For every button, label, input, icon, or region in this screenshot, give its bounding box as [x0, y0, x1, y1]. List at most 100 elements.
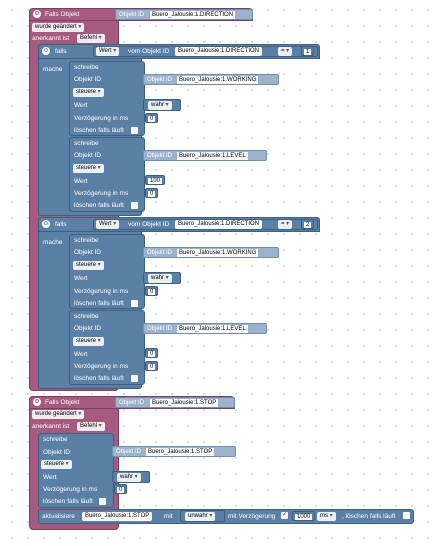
- write-block-working[interactable]: [69, 234, 145, 309]
- object-id-slot[interactable]: Objekt ID Buero_Jalousie:1.WORKING: [143, 247, 279, 258]
- objekt-id-label: Objekt ID: [74, 249, 102, 256]
- boolean-dropdown[interactable]: wahr: [148, 274, 172, 283]
- object-id-value[interactable]: Buero_Jalousie:1.LEVEL: [177, 152, 248, 160]
- anerkannt-label: anerkannt ist: [32, 35, 70, 42]
- gear-icon[interactable]: ⚙: [42, 47, 50, 55]
- delay-value[interactable]: 0: [145, 188, 159, 198]
- object-id-label: Objekt ID: [119, 12, 145, 18]
- write-block-stop[interactable]: [38, 433, 114, 508]
- clear-label: löschen falls läuft: [74, 300, 124, 307]
- update-boolean-dropdown[interactable]: unwahr: [185, 512, 216, 521]
- clear-checkbox[interactable]: [131, 202, 138, 209]
- wert-label: Wert: [74, 351, 88, 358]
- operator-dropdown[interactable]: =: [278, 47, 293, 56]
- gear-icon[interactable]: ⚙: [33, 398, 41, 406]
- delay-value[interactable]: 0: [145, 286, 159, 296]
- object-id-slot[interactable]: Objekt ID Buero_Jalousie:1.LEVEL: [143, 150, 267, 161]
- clear-inline-label: , löschen falls läuft: [342, 513, 396, 520]
- schreibe-label: schreibe: [74, 313, 99, 320]
- object-id-value[interactable]: Buero_Jalousie:1.STOP: [146, 448, 215, 456]
- object-id-label: Objekt ID: [119, 400, 145, 406]
- boolean-dropdown[interactable]: wahr: [148, 101, 172, 110]
- object-id-slot[interactable]: Objekt ID Buero_Jalousie:1.LEVEL: [143, 323, 267, 334]
- delay-value[interactable]: 0: [114, 484, 128, 494]
- level-value[interactable]: 0: [145, 348, 159, 358]
- object-id-slot[interactable]: Objekt ID Buero_Jalousie:1.DIRECTION: [115, 9, 253, 20]
- operator-dropdown[interactable]: =: [278, 220, 293, 229]
- clear-label: löschen falls läuft: [74, 127, 124, 134]
- clear-label: löschen falls läuft: [74, 375, 124, 382]
- objekt-id-label: Objekt ID: [43, 449, 71, 456]
- delay-label: Verzögerung in ms: [74, 288, 129, 295]
- write-block-level[interactable]: [69, 310, 145, 385]
- delay-label: Verzögerung in ms: [74, 115, 129, 122]
- steuere-dropdown[interactable]: steuere: [73, 337, 104, 346]
- mache-label: mache: [43, 239, 63, 246]
- vom-objekt-label: vom Objekt ID: [128, 221, 170, 228]
- objekt-id-label: Objekt ID: [74, 152, 102, 159]
- write-block-level[interactable]: [69, 137, 145, 212]
- update-object-field[interactable]: Buero_Jalousie:1.STOP: [82, 512, 153, 521]
- clear-label: löschen falls läuft: [74, 202, 124, 209]
- boolean-dropdown[interactable]: wahr: [117, 473, 141, 482]
- schreibe-label: schreibe: [74, 140, 99, 147]
- anerkannt-label: anerkannt ist: [32, 423, 70, 430]
- object-id-value[interactable]: Buero_Jalousie:1.DIRECTION: [150, 11, 236, 19]
- vom-objekt-label: vom Objekt ID: [128, 48, 170, 55]
- write-block-working[interactable]: [69, 61, 145, 136]
- clear-checkbox[interactable]: [131, 127, 138, 134]
- gear-icon[interactable]: ⚙: [42, 220, 50, 228]
- delay-label: Verzögerung in ms: [74, 363, 129, 370]
- ack-dropdown[interactable]: Befehl: [77, 34, 105, 43]
- compare-value-1[interactable]: 1: [301, 46, 315, 56]
- trigger-dropdown[interactable]: wurde geändert: [32, 23, 85, 32]
- clear-checkbox[interactable]: [99, 498, 106, 505]
- delay-label: Verzögerung in ms: [74, 190, 129, 197]
- schreibe-label: schreibe: [43, 436, 68, 443]
- delay-check-mark: ✓: [282, 512, 288, 518]
- schreibe-label: schreibe: [74, 237, 99, 244]
- delay-checkbox[interactable]: [281, 512, 288, 519]
- delay-label: Verzögerung in ms: [43, 486, 98, 493]
- ack-dropdown[interactable]: Befehl: [77, 422, 105, 431]
- if-label: falls: [55, 48, 67, 55]
- ms-dropdown[interactable]: ms: [317, 512, 336, 521]
- if-label: falls: [55, 221, 67, 228]
- objekt-id-label: Objekt ID: [74, 325, 102, 332]
- mache-label: mache: [43, 66, 63, 73]
- objekt-id-label: Objekt ID: [74, 76, 102, 83]
- mit-verzoegerung-label: mit Verzögerung: [228, 513, 276, 520]
- delay-value[interactable]: 0: [145, 361, 159, 371]
- steuere-dropdown[interactable]: steuere: [41, 460, 72, 469]
- wert-label: Wert: [74, 178, 88, 185]
- clear-checkbox[interactable]: [403, 512, 410, 519]
- wert-dropdown[interactable]: Wert: [96, 47, 120, 56]
- steuere-dropdown[interactable]: steuere: [73, 88, 104, 97]
- delay-value[interactable]: 0: [145, 113, 159, 123]
- schreibe-label: schreibe: [74, 64, 99, 71]
- falls-objekt-label: Falls Objekt: [45, 11, 80, 18]
- wert-dropdown[interactable]: Wert: [96, 220, 120, 229]
- object-id-slot[interactable]: Objekt ID Buero_Jalousie:1.STOP: [112, 446, 236, 457]
- level-value[interactable]: 100: [145, 175, 166, 185]
- steuere-dropdown[interactable]: steuere: [73, 164, 104, 173]
- clear-checkbox[interactable]: [131, 375, 138, 382]
- wert-label: Wert: [43, 474, 57, 481]
- object-id-value[interactable]: Buero_Jalousie:1.LEVEL: [177, 325, 248, 333]
- object-id-value[interactable]: Buero_Jalousie:1.WORKING: [177, 249, 259, 257]
- clear-checkbox[interactable]: [131, 300, 138, 307]
- mit-label: mit: [164, 513, 173, 520]
- object-id-slot[interactable]: Objekt ID Buero_Jalousie:1.STOP: [115, 397, 235, 408]
- object-id-value[interactable]: Buero_Jalousie:1.WORKING: [177, 76, 259, 84]
- object-id-value[interactable]: Buero_Jalousie:1.STOP: [150, 399, 219, 407]
- update-delay-value[interactable]: 1000: [292, 511, 316, 521]
- wert-label: Wert: [74, 275, 88, 282]
- object-id-slot[interactable]: Objekt ID Buero_Jalousie:1.WORKING: [143, 74, 279, 85]
- compare-value-2[interactable]: 2: [301, 219, 315, 229]
- gear-icon[interactable]: ⚙: [33, 10, 41, 18]
- steuere-dropdown[interactable]: steuere: [73, 261, 104, 270]
- wert-label: Wert: [74, 102, 88, 109]
- compare-object-field[interactable]: Buero_Jalousie:1.DIRECTION: [175, 220, 263, 229]
- trigger-dropdown[interactable]: wurde geändert: [32, 410, 85, 419]
- compare-object-field[interactable]: Buero_Jalousie:1.DIRECTION: [175, 47, 263, 56]
